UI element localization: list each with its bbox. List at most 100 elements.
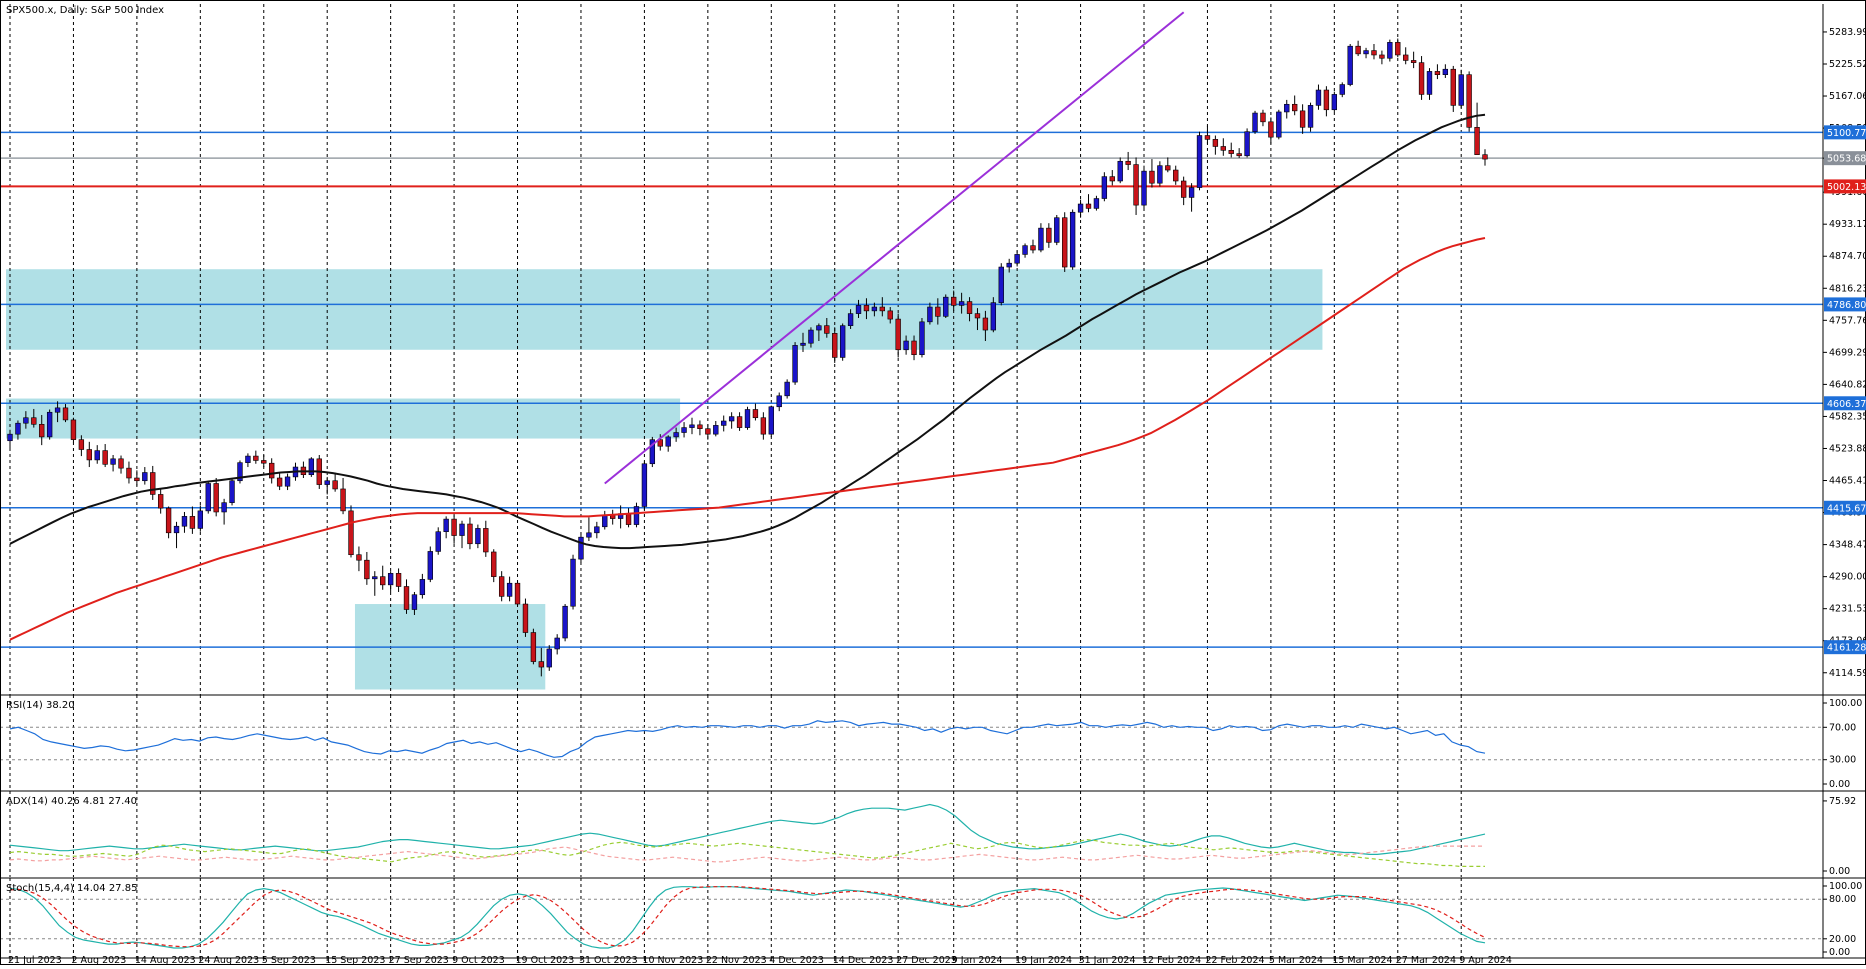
candle-body <box>31 417 37 425</box>
candle-body <box>403 586 410 610</box>
candle-body <box>1014 254 1020 264</box>
date-tick-label: 15 Mar 2024 <box>1332 955 1392 965</box>
candle-body <box>1117 160 1123 182</box>
candle-body <box>498 576 505 597</box>
candle-body <box>229 480 235 503</box>
candle-body <box>1284 103 1290 113</box>
candle-body <box>768 406 774 435</box>
level-tag-label: 4606.37 <box>1827 399 1866 410</box>
candle-body <box>86 449 92 461</box>
date-tick-label: 15 Sep 2023 <box>325 955 385 965</box>
date-tick-label: 27 Mar 2024 <box>1396 955 1456 965</box>
candle-body <box>911 340 917 356</box>
candle-body <box>189 516 196 529</box>
candle-body <box>887 310 893 320</box>
date-tick-label: 22 Feb 2024 <box>1205 955 1264 965</box>
indicator-line-di <box>9 845 1485 863</box>
date-tick-label: 12 Feb 2024 <box>1142 955 1201 965</box>
candle-body <box>1410 60 1417 63</box>
candle-body <box>1339 84 1345 95</box>
candle-body <box>673 432 679 438</box>
candle-body <box>1085 203 1092 209</box>
candle-body <box>1062 217 1068 268</box>
candle-body <box>483 528 489 553</box>
candle-body <box>1196 135 1203 188</box>
candle-body <box>522 603 529 633</box>
price-tick-label: 4231.53 <box>1829 604 1866 615</box>
date-tick-label: 19 Oct 2023 <box>516 955 575 965</box>
candle-body <box>776 395 782 408</box>
price-tick-label: 4874.70 <box>1829 251 1866 262</box>
candle-body <box>451 518 457 536</box>
candle-body <box>705 428 711 435</box>
candle-body <box>832 333 838 358</box>
trendline <box>604 11 1185 485</box>
candle-body <box>514 582 521 605</box>
candle-body <box>173 525 180 534</box>
candle-body <box>1141 170 1147 206</box>
date-tick-label: 5 Mar 2024 <box>1269 955 1323 965</box>
candle-body <box>744 409 751 428</box>
indicator-label: Stoch(15,4,4) 14.04 27.85 <box>6 883 137 894</box>
candle-body <box>276 477 283 487</box>
date-tick-label: 27 Dec 2023 <box>896 955 957 965</box>
candle-body <box>1093 198 1100 209</box>
date-tick-label: 14 Aug 2023 <box>135 955 196 965</box>
candle-body <box>1252 112 1258 132</box>
level-tag-label: 4786.80 <box>1827 300 1866 311</box>
candle-body <box>118 458 124 469</box>
candle-body <box>1482 154 1488 160</box>
price-tick-label: 4465.41 <box>1829 476 1866 487</box>
date-tick-label: 5 Sep 2023 <box>262 955 316 965</box>
candle-body <box>1030 245 1036 251</box>
candle-body <box>839 325 846 358</box>
candle-body <box>1173 169 1179 182</box>
candle-body <box>1022 245 1028 255</box>
level-tag-label: 4161.28 <box>1827 643 1866 654</box>
candle-body <box>1101 176 1108 199</box>
candle-body <box>681 427 687 433</box>
indicator-line-adx <box>9 803 1486 856</box>
date-tick-label: 10 Nov 2023 <box>642 955 703 965</box>
price-tick-label: 4757.76 <box>1829 315 1866 326</box>
candle-body <box>356 554 362 561</box>
date-tick-label: 27 Sep 2023 <box>389 955 449 965</box>
candle-body <box>1403 54 1409 61</box>
series-ma50 <box>9 113 1486 550</box>
candle-body <box>245 455 251 463</box>
candle-body <box>475 528 481 545</box>
price-tick-label: 4114.59 <box>1829 668 1866 679</box>
support-zone-1 <box>6 398 681 439</box>
candle-body <box>1466 74 1472 128</box>
price-tick-label: 4582.35 <box>1829 411 1866 422</box>
series-ma200 <box>9 237 1486 641</box>
candle-body <box>1069 211 1076 268</box>
date-tick-label: 2 Aug 2023 <box>71 955 126 965</box>
level-tag-label: 5053.68 <box>1827 154 1866 165</box>
candle-body <box>1347 45 1353 85</box>
candle-body <box>1220 146 1226 151</box>
candle-body <box>395 573 402 587</box>
candle-body <box>1355 45 1361 55</box>
candle-body <box>935 306 941 317</box>
candle-body <box>1458 74 1464 106</box>
support-zone-0 <box>6 269 1323 350</box>
candle-body <box>1363 50 1369 55</box>
price-tick-label: 4290.00 <box>1829 572 1866 583</box>
candle-body <box>491 551 497 577</box>
candle-body <box>1450 68 1456 106</box>
level-tag <box>1824 179 1866 194</box>
candle-body <box>459 523 465 536</box>
candle-body <box>824 325 830 334</box>
candle-body <box>340 488 346 512</box>
candle-body <box>1165 165 1171 171</box>
candle-body <box>847 313 854 326</box>
candle-body <box>197 510 204 529</box>
candle-body <box>1371 50 1377 56</box>
candle-body <box>530 632 537 662</box>
date-tick-label: 31 Oct 2023 <box>579 955 638 965</box>
candle-body <box>752 409 759 419</box>
candle-body <box>1442 68 1449 75</box>
